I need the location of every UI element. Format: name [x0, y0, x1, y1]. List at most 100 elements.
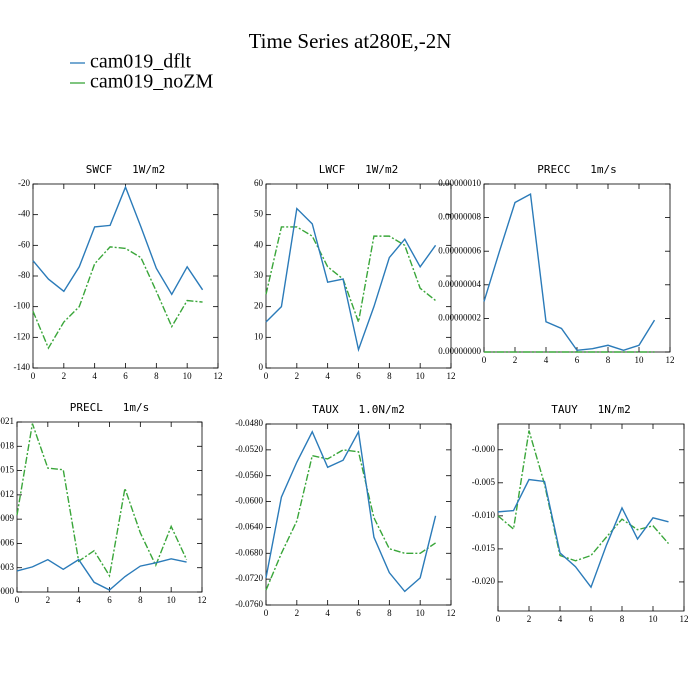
y-tick-label: -100 [14, 301, 31, 311]
x-tick-label: 8 [620, 614, 625, 624]
x-tick-label: 12 [214, 371, 223, 381]
x-tick-label: 12 [447, 371, 456, 381]
series-line [497, 478, 669, 589]
x-tick-label: 0 [15, 595, 20, 605]
plot-frame [265, 183, 452, 369]
plot-title: TAUY 1N/m2 [551, 403, 630, 416]
x-tick-label: 0 [264, 608, 269, 618]
x-tick-label: 4 [325, 608, 330, 618]
x-tick-label: 2 [527, 614, 532, 624]
y-tick-label: 0.00000015 [0, 465, 15, 475]
x-tick-label: 8 [387, 608, 392, 618]
plot-title: PRECL 1m/s [70, 401, 149, 414]
y-tick-label: 20 [254, 301, 264, 311]
y-tick-label: -20 [18, 178, 30, 188]
x-tick-label: 4 [325, 371, 330, 381]
y-tick-label: -0.0480 [235, 418, 263, 428]
x-tick-label: 10 [649, 614, 659, 624]
y-tick-label: 40 [254, 239, 264, 249]
x-tick-label: 12 [447, 608, 456, 618]
series-line [483, 192, 656, 352]
y-tick-label: 0.00000012 [0, 489, 14, 499]
x-tick-label: 2 [46, 595, 51, 605]
x-tick-label: 0 [31, 371, 36, 381]
x-tick-label: 0 [264, 371, 269, 381]
plot-frame [483, 183, 671, 353]
y-tick-label: -40 [18, 209, 30, 219]
y-tick-label: -80 [18, 270, 30, 280]
y-tick-label: 0.00000018 [0, 440, 15, 450]
y-tick-label: 0 [259, 362, 264, 372]
series-line [265, 429, 437, 593]
x-tick-label: 2 [295, 608, 300, 618]
plot-frame [16, 421, 203, 593]
series-line [265, 207, 437, 353]
y-tick-label: -0.020 [472, 576, 496, 586]
plot-frame [497, 423, 685, 612]
y-tick-label: -0.0680 [235, 547, 263, 557]
plot-title: LWCF 1W/m2 [319, 163, 398, 176]
y-tick-label: 0.00000004 [438, 279, 481, 289]
x-tick-label: 12 [198, 595, 207, 605]
y-tick-label: 10 [254, 331, 264, 341]
y-tick-label: 0.00000010 [438, 178, 481, 188]
y-tick-label: 0.00000008 [438, 212, 481, 222]
series-line [32, 185, 204, 296]
legend-label: cam019_noZM [90, 71, 214, 93]
y-tick-label: -0.0600 [235, 496, 263, 506]
y-tick-label: -0.0560 [235, 470, 263, 480]
x-tick-label: 10 [183, 371, 193, 381]
legend-label: cam019_dflt [90, 51, 192, 73]
x-tick-label: 6 [356, 371, 361, 381]
x-tick-label: 6 [589, 614, 594, 624]
y-tick-label: -0.0720 [235, 573, 263, 583]
y-tick-label: -120 [14, 331, 31, 341]
figure-title: Time Series at280E,-2N [249, 29, 452, 53]
x-tick-label: 12 [666, 355, 675, 365]
x-tick-label: 10 [416, 371, 426, 381]
y-tick-label: 30 [254, 270, 264, 280]
series-line [16, 558, 187, 591]
y-tick-label: 0.00000006 [0, 537, 15, 547]
y-tick-label: 0.00000009 [0, 513, 15, 523]
y-tick-label: -0.0520 [235, 444, 263, 454]
x-tick-label: 10 [167, 595, 177, 605]
y-tick-label: 50 [254, 209, 264, 219]
x-tick-label: 12 [680, 614, 689, 624]
x-tick-label: 2 [295, 371, 300, 381]
x-tick-label: 8 [387, 371, 392, 381]
y-tick-label: -140 [14, 362, 31, 372]
y-tick-label: 0.00000002 [438, 312, 481, 322]
y-tick-label: -60 [18, 239, 30, 249]
x-tick-label: 0 [482, 355, 487, 365]
x-tick-label: 8 [606, 355, 611, 365]
plot-title: TAUX 1.0N/m2 [312, 403, 405, 416]
plot-title: PRECC 1m/s [537, 163, 616, 176]
x-tick-label: 10 [416, 608, 426, 618]
y-tick-label: -0.000 [472, 444, 496, 454]
series-line [497, 430, 670, 562]
x-tick-label: 6 [356, 608, 361, 618]
y-tick-label: 60 [254, 178, 264, 188]
x-tick-label: 8 [154, 371, 159, 381]
series-line [16, 423, 188, 578]
plot-frame [32, 183, 219, 369]
y-tick-label: 0.00000003 [0, 562, 15, 572]
x-tick-label: 4 [558, 614, 563, 624]
plot-title: SWCF 1W/m2 [86, 163, 165, 176]
x-tick-label: 4 [92, 371, 97, 381]
x-tick-label: 2 [62, 371, 67, 381]
x-tick-label: 4 [76, 595, 81, 605]
x-tick-label: 6 [107, 595, 112, 605]
x-tick-label: 10 [635, 355, 645, 365]
y-tick-label: -0.005 [472, 477, 496, 487]
y-tick-label: -0.010 [472, 510, 496, 520]
y-tick-label: 0.00000006 [438, 245, 481, 255]
x-tick-label: 0 [496, 614, 501, 624]
x-tick-label: 4 [544, 355, 549, 365]
x-tick-label: 6 [123, 371, 128, 381]
series-line [32, 246, 203, 350]
y-tick-label: -0.015 [472, 543, 496, 553]
y-tick-label: 0.00000021 [0, 416, 14, 426]
